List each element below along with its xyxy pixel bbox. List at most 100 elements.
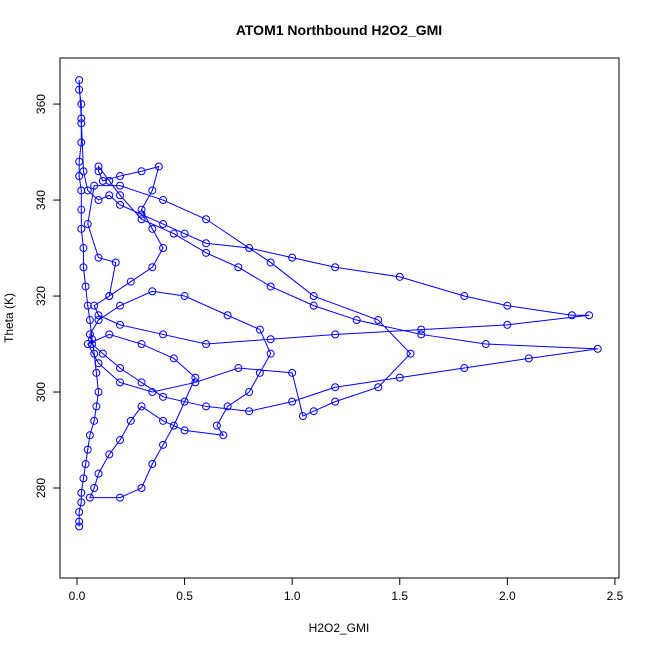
data-point <box>98 176 107 185</box>
data-point <box>94 388 103 397</box>
data-point <box>81 282 90 291</box>
data-point <box>75 76 84 85</box>
data-point <box>83 445 92 454</box>
data-point <box>567 311 576 320</box>
data-point <box>77 224 86 233</box>
data-point <box>169 354 178 363</box>
data-point <box>137 205 146 214</box>
data-point <box>148 460 157 469</box>
data-point <box>90 349 99 358</box>
data-point <box>92 402 101 411</box>
data-point <box>212 421 221 430</box>
data-point <box>417 325 426 334</box>
data-point <box>94 359 103 368</box>
data-point <box>77 488 86 497</box>
data-point <box>395 373 404 382</box>
data-point <box>309 407 318 416</box>
data-point <box>245 244 254 253</box>
data-point <box>75 85 84 94</box>
data-point <box>94 167 103 176</box>
data-point <box>234 263 243 272</box>
data-point <box>85 330 94 339</box>
data-point <box>85 493 94 502</box>
data-point <box>524 354 533 363</box>
data-point <box>266 258 275 267</box>
data-point <box>85 431 94 440</box>
data-point <box>137 402 146 411</box>
data-point <box>88 335 97 344</box>
data-point <box>331 397 340 406</box>
data-point <box>77 205 86 214</box>
data-point <box>159 220 168 229</box>
data-point <box>148 186 157 195</box>
x-tick-label: 1.0 <box>284 589 301 603</box>
data-point <box>90 301 99 310</box>
data-point <box>159 244 168 253</box>
data-point <box>202 215 211 224</box>
series-line <box>78 80 598 527</box>
data-point <box>116 436 125 445</box>
x-tick-label: 0.0 <box>69 589 86 603</box>
y-tick-label: 280 <box>34 478 48 498</box>
y-tick-label: 360 <box>34 94 48 114</box>
data-point <box>202 402 211 411</box>
data-point <box>352 316 361 325</box>
data-point <box>148 388 157 397</box>
data-point <box>94 196 103 205</box>
data-point <box>159 440 168 449</box>
data-point <box>83 340 92 349</box>
data-point <box>298 412 307 421</box>
data-point <box>309 301 318 310</box>
data-point <box>90 181 99 190</box>
data-point <box>116 364 125 373</box>
data-point <box>191 378 200 387</box>
data-point <box>503 301 512 310</box>
data-point <box>137 167 146 176</box>
data-point <box>159 392 168 401</box>
data-point <box>223 402 232 411</box>
data-point <box>374 316 383 325</box>
data-point <box>83 186 92 195</box>
data-point <box>266 282 275 291</box>
data-point <box>585 311 594 320</box>
data-point <box>90 484 99 493</box>
x-tick-label: 0.5 <box>176 589 193 603</box>
data-point <box>245 388 254 397</box>
data-point <box>202 340 211 349</box>
data-point <box>374 383 383 392</box>
y-tick-label: 300 <box>34 382 48 402</box>
data-point <box>503 320 512 329</box>
data-point <box>75 508 84 517</box>
data-point <box>83 220 92 229</box>
data-point <box>148 287 157 296</box>
data-point <box>116 200 125 209</box>
data-point <box>180 292 189 301</box>
data-point <box>202 239 211 248</box>
data-point <box>180 426 189 435</box>
data-point <box>219 431 228 440</box>
data-point <box>77 119 86 128</box>
x-tick-label: 2.0 <box>499 589 516 603</box>
data-point <box>159 330 168 339</box>
data-point <box>116 493 125 502</box>
data-point <box>88 340 97 349</box>
data-point <box>83 301 92 310</box>
data-point <box>81 460 90 469</box>
data-point <box>406 349 415 358</box>
data-point <box>116 172 125 181</box>
data-point <box>223 311 232 320</box>
data-point <box>92 368 101 377</box>
plot-box <box>59 57 620 579</box>
data-point <box>75 157 84 166</box>
data-point <box>202 248 211 257</box>
data-point <box>137 215 146 224</box>
y-axis-label: Theta (K) <box>2 293 16 343</box>
data-point <box>159 416 168 425</box>
x-tick-label: 1.5 <box>391 589 408 603</box>
data-point <box>116 301 125 310</box>
data-point <box>75 517 84 526</box>
data-point <box>180 229 189 238</box>
data-point <box>94 162 103 171</box>
